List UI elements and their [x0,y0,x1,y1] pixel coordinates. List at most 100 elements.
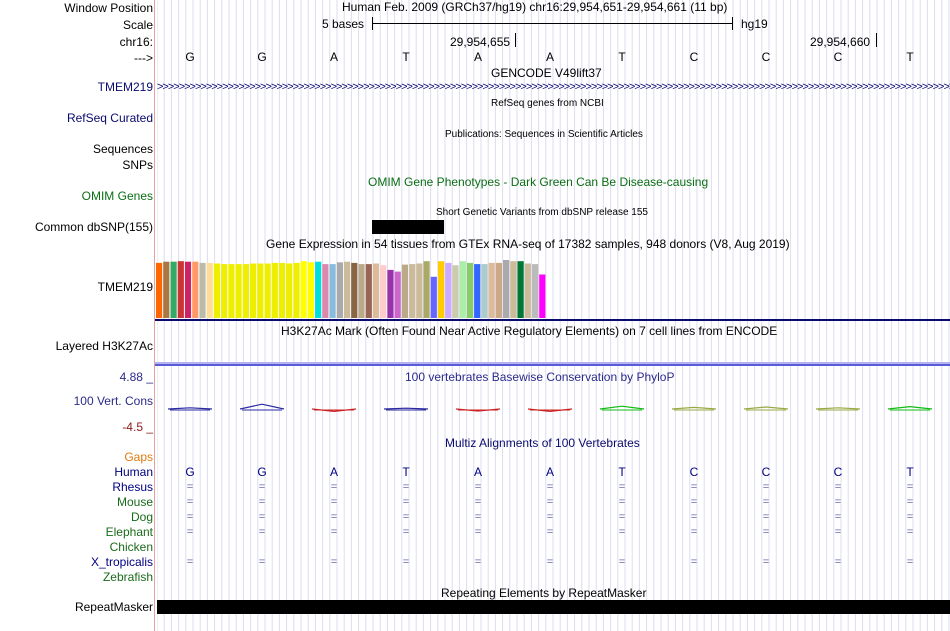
ruler-base: A [329,50,338,64]
gtex-tissue-bar [539,274,546,318]
gtex-tissue-bar [459,261,466,318]
multiz-base: = [546,556,554,568]
multiz-base: = [546,481,554,493]
position-tick-2: 29,954,660 [810,35,871,49]
cons-score-mark [671,406,717,410]
scale-bar-right [732,17,733,30]
multiz-base: = [906,511,914,523]
multiz-base: = [690,556,698,568]
gtex-tissue-bar [315,261,322,318]
gtex-tissue-bar [177,261,184,318]
multiz-base: = [546,496,554,508]
gtex-tissue-bar [409,264,416,318]
gtex-tissue-bar [213,263,220,318]
rmsk-track-label[interactable]: RepeatMasker [74,600,153,614]
gencode-gene-feature[interactable]: >>>>>>>>>>>>>>>>>>>>>>>>>>>>>>>>>>>>>>>>… [157,81,950,93]
ruler-base: C [833,50,843,64]
gtex-tissue-bar [372,263,380,318]
omim-track-label[interactable]: OMIM Genes [81,189,153,203]
multiz-species-label[interactable]: Chicken [109,540,153,554]
multiz-base: = [762,496,770,508]
cons-track-label[interactable]: 100 Vert. Cons [73,394,153,408]
gtex-tissue-bar [401,264,408,318]
gtex-tissue-bar [510,261,517,318]
multiz-species-label[interactable]: Elephant [105,525,153,539]
gtex-tissue-bar [235,264,242,318]
pubs-track-label-sequences[interactable]: Sequences [92,142,153,156]
multiz-base: = [186,511,194,523]
gtex-tissue-bar [307,262,314,318]
pubs-track-title: Publications: Sequences in Scientific Ar… [445,129,643,140]
cons-score-mark [815,407,861,410]
pubs-track-label-snps[interactable]: SNPs [122,158,153,172]
multiz-species-label[interactable]: Zebrafish [102,570,153,584]
multiz-base: = [834,481,842,493]
gtex-tissue-bar [532,264,539,318]
ruler-base: G [185,50,195,64]
multiz-species-label[interactable]: Rhesus [112,480,153,494]
rmsk-track-title: Repeating Elements by RepeatMasker [441,586,647,600]
label-divider [154,0,155,631]
multiz-base: = [690,481,698,493]
scale-bar [372,23,732,24]
multiz-base: = [258,481,266,493]
multiz-base: = [330,526,338,538]
gtex-tissue-bar [221,264,228,318]
gtex-tissue-bar [423,261,430,318]
gtex-tissue-bar [264,263,271,318]
multiz-base: T [402,465,410,479]
multiz-species-label[interactable]: Mouse [116,495,153,509]
multiz-base: C [833,465,843,479]
gtex-bar-chart[interactable] [155,250,555,320]
gtex-tissue-bar [242,264,249,318]
gtex-track-label[interactable]: TMEM219 [97,280,153,294]
multiz-base: = [474,556,482,568]
gtex-tissue-bar [365,264,372,318]
multiz-base: = [258,496,266,508]
multiz-base: = [690,526,698,538]
gtex-tissue-bar [228,264,235,318]
multiz-base: = [186,526,194,538]
assembly-label: hg19 [741,17,768,31]
gtex-tissue-bar [257,263,264,318]
multiz-base: = [762,511,770,523]
multiz-base: = [258,526,266,538]
gtex-tissue-bar [170,261,177,318]
multiz-species-label[interactable]: Human [114,465,153,479]
multiz-base: T [906,465,914,479]
ruler-base: T [618,50,626,64]
gtex-tissue-bar [163,261,170,318]
multiz-species-label[interactable]: Dog [130,510,153,524]
refseq-track-label[interactable]: RefSeq Curated [66,111,153,125]
cons-ymax: 4.88 _ [119,370,153,384]
multiz-track-title: Multiz Alignments of 100 Vertebrates [445,436,640,450]
multiz-base: = [906,496,914,508]
cons-wiggle[interactable] [157,395,950,425]
multiz-species-label[interactable]: X_tropicalis [90,555,153,569]
cons-score-mark [167,407,213,410]
gtex-tissue-bar [466,262,474,318]
multiz-base: = [618,526,626,538]
chrom-label: chr16: [119,35,153,49]
multiz-base: = [402,511,410,523]
multiz-base: = [402,481,410,493]
multiz-base: = [186,481,194,493]
multiz-base: = [762,526,770,538]
rmsk-repeat-feature[interactable] [157,600,950,614]
dbsnp-track-label[interactable]: Common dbSNP(155) [34,220,153,234]
gtex-tissue-bar [430,276,437,318]
multiz-base: T [618,465,626,479]
gtex-tissue-bar [336,262,343,318]
multiz-base: G [257,465,267,479]
multiz-base: = [834,526,842,538]
h3k27ac-track-label[interactable]: Layered H3K27Ac [55,339,153,353]
gtex-tissue-bar [351,262,358,318]
gencode-gene-label[interactable]: TMEM219 [97,80,153,94]
multiz-base: = [330,496,338,508]
multiz-base: = [402,496,410,508]
ruler-base: C [761,50,771,64]
dbsnp-variant-feature[interactable] [372,220,444,234]
multiz-base: = [762,556,770,568]
multiz-base: = [690,511,698,523]
